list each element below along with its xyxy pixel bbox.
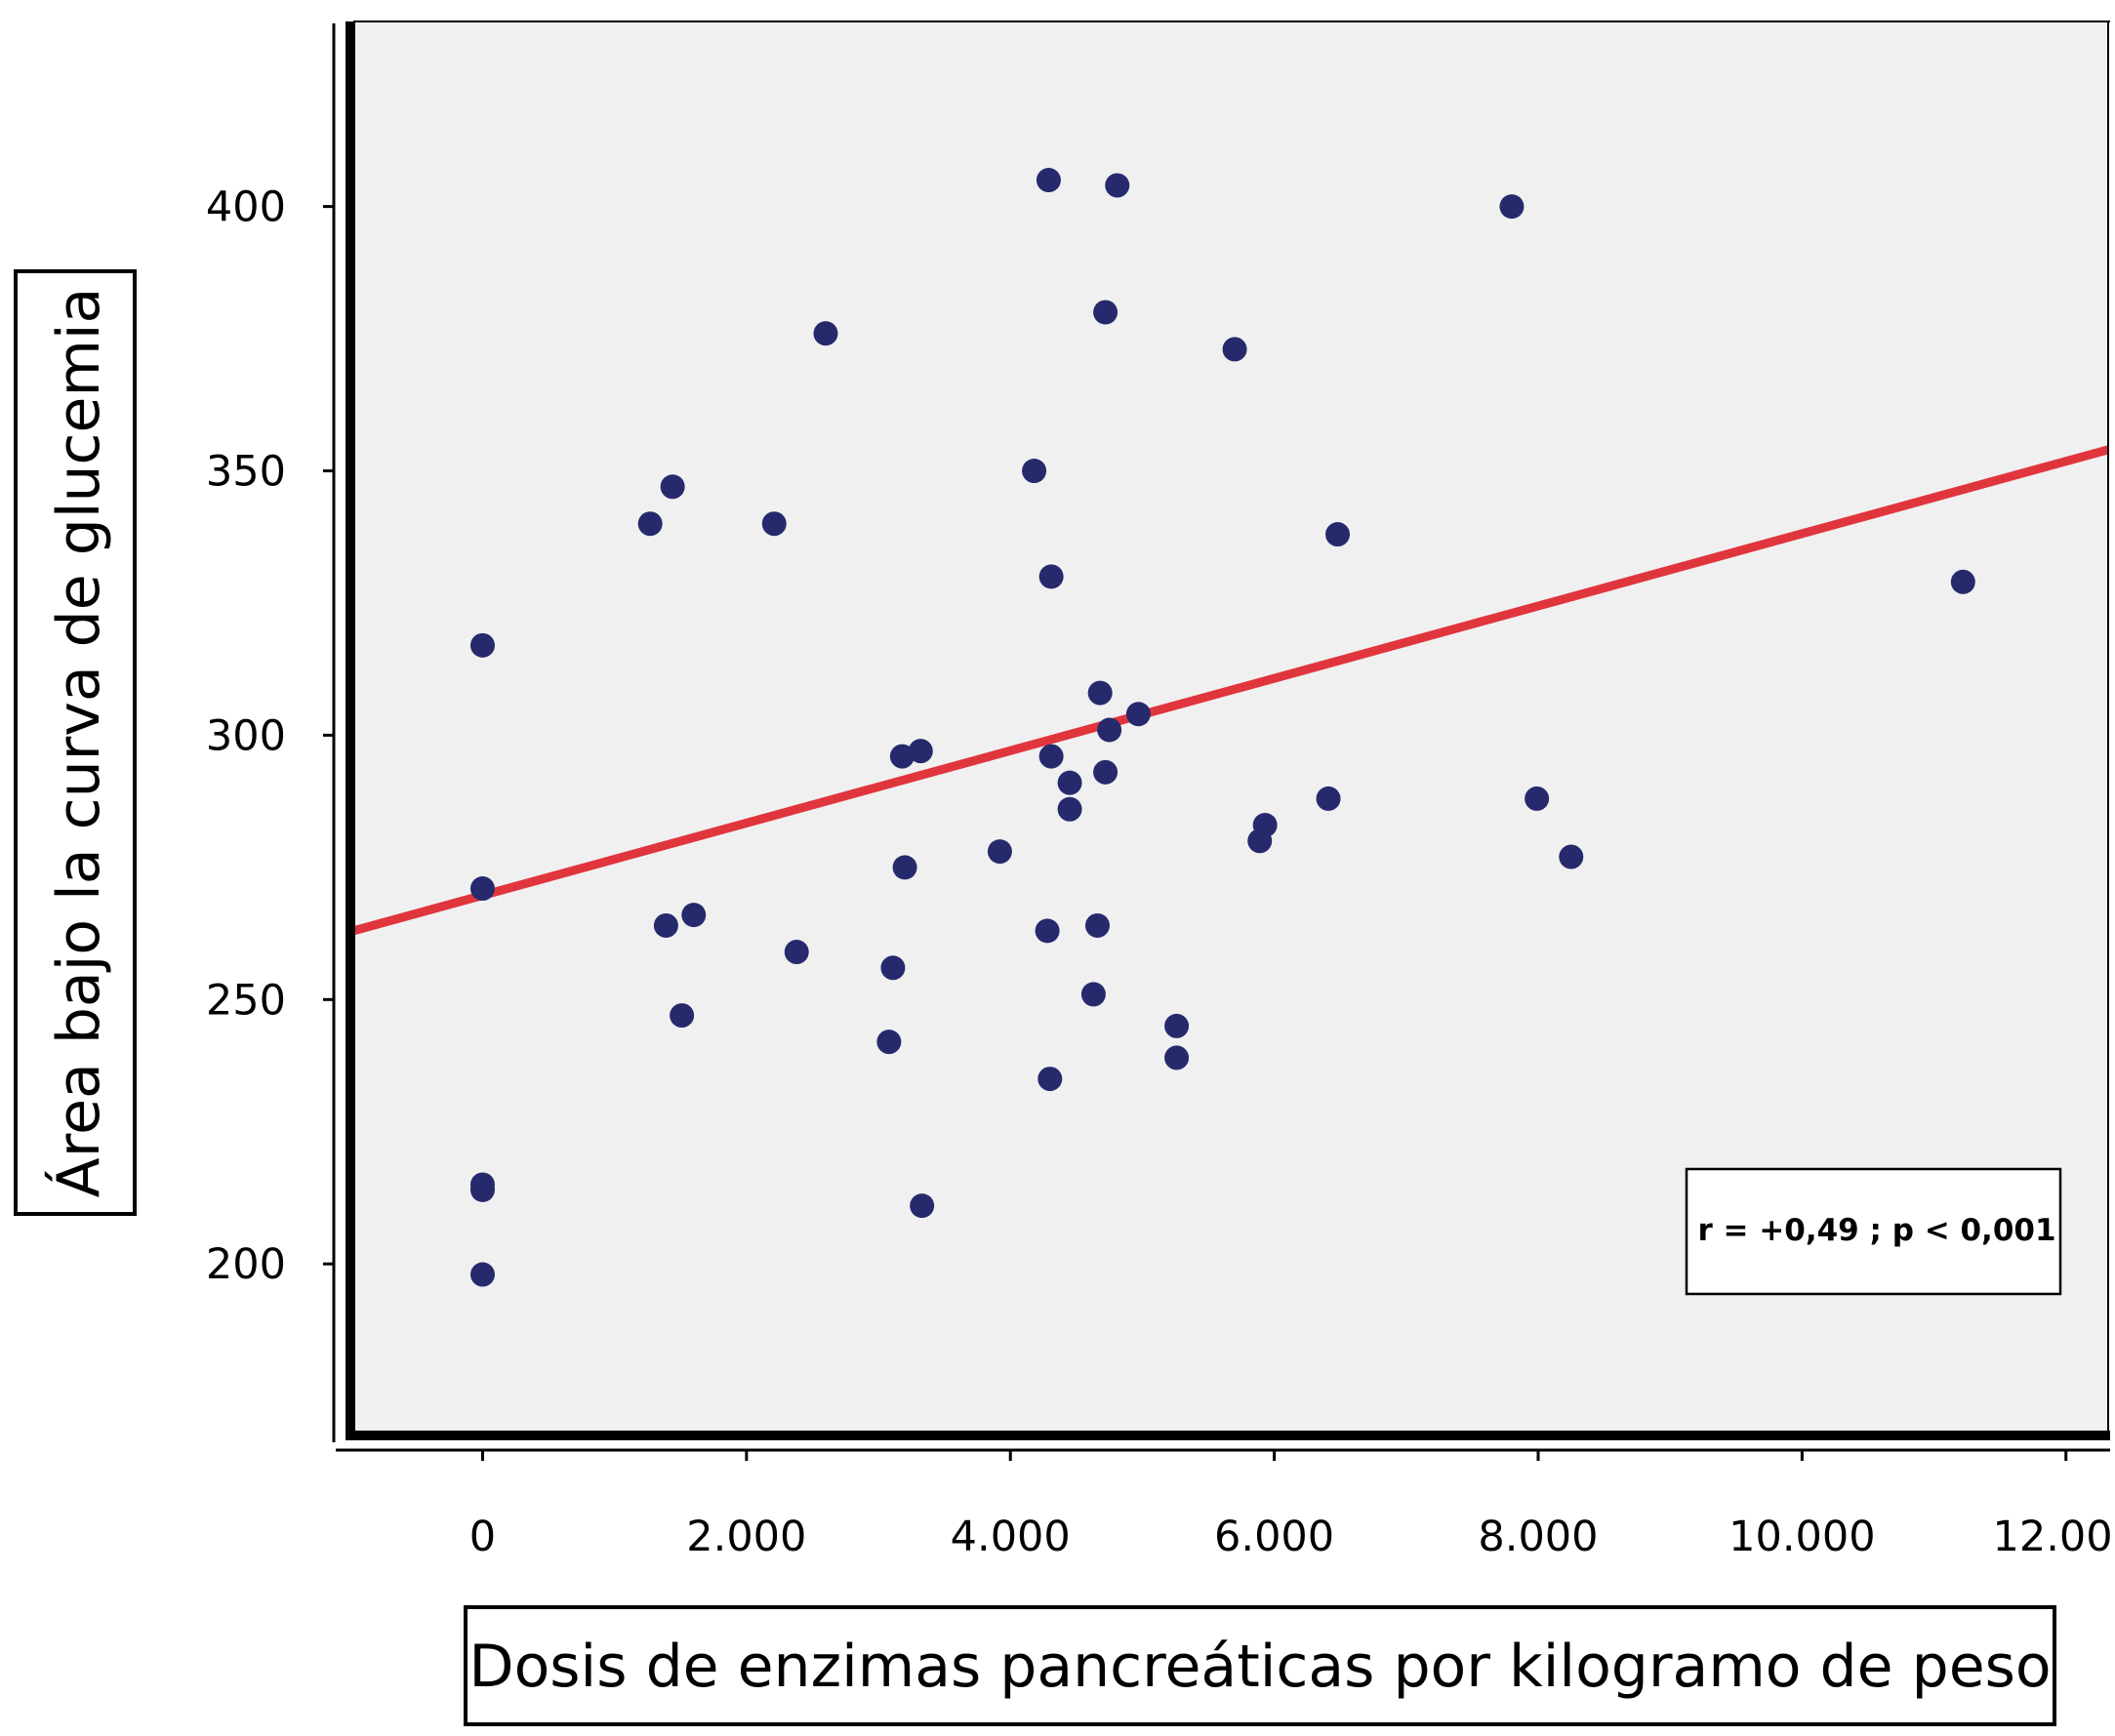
- data-point: [761, 511, 787, 537]
- y-axis-title-box: [14, 269, 137, 1216]
- data-point: [469, 876, 495, 902]
- plot-frame-top: [353, 20, 2110, 22]
- data-point: [469, 632, 495, 658]
- data-point: [1038, 564, 1064, 589]
- plot-frame-bottom: [346, 1431, 2110, 1440]
- x-axis: 0 2.000 4.000 6.000 8.000 10.000 12.000: [336, 1448, 2115, 1561]
- x-tick-label: 4.000: [951, 1513, 1071, 1561]
- y-tick-label: 350: [206, 448, 286, 497]
- data-point: [1164, 1045, 1190, 1070]
- y-tick-label: 250: [206, 976, 286, 1025]
- data-point: [1093, 300, 1119, 325]
- data-point: [660, 474, 685, 500]
- data-point: [1084, 912, 1110, 938]
- data-point: [1093, 759, 1119, 785]
- data-point: [1057, 796, 1082, 822]
- data-point: [637, 511, 663, 537]
- data-point: [1022, 459, 1047, 484]
- data-point: [784, 940, 809, 965]
- data-point: [1036, 168, 1061, 193]
- data-point: [1222, 337, 1247, 362]
- data-point: [876, 1029, 902, 1055]
- plot-frame-right: [2107, 20, 2109, 1440]
- data-point: [1525, 786, 1550, 811]
- data-point: [1087, 680, 1113, 706]
- y-tick-label: 200: [206, 1240, 286, 1289]
- stats-annotation: r = +0,49 ; p < 0,001: [1697, 1213, 2055, 1248]
- x-tick-label: 0: [469, 1513, 496, 1561]
- y-tick-label: 300: [206, 711, 286, 760]
- x-tick-label: 8.000: [1478, 1513, 1598, 1561]
- data-point: [1316, 786, 1341, 811]
- regression-layer: [351, 445, 2110, 936]
- x-tick-label: 2.000: [686, 1513, 806, 1561]
- plot-frame-left: [346, 21, 355, 1440]
- data-point: [681, 903, 707, 928]
- data-point: [1125, 702, 1151, 727]
- data-point: [880, 955, 906, 981]
- data-point: [813, 321, 838, 346]
- data-point: [889, 744, 915, 769]
- data-point: [1037, 1067, 1063, 1092]
- data-point: [1499, 194, 1525, 220]
- data-point: [908, 739, 933, 764]
- data-point: [892, 855, 917, 880]
- data-point: [1105, 173, 1130, 198]
- x-tick-label: 6.000: [1214, 1513, 1334, 1561]
- x-axis-title: Dosis de enzimas pancreáticas por kilogr…: [468, 1633, 2051, 1701]
- data-point: [1164, 1013, 1190, 1038]
- data-point: [1038, 744, 1064, 769]
- points-layer: [469, 168, 1975, 1287]
- data-point: [1097, 717, 1122, 743]
- data-point: [469, 1262, 495, 1287]
- data-point: [653, 912, 678, 938]
- y-tick-label: 400: [206, 183, 286, 232]
- stats-annotation-box: [1685, 1167, 2062, 1296]
- y-axis-title: Área bajo la curva de glucemia: [44, 288, 113, 1198]
- data-point: [1035, 918, 1060, 944]
- data-point: [1057, 770, 1082, 795]
- data-point: [1950, 569, 1975, 594]
- x-axis-title-box: [464, 1605, 2056, 1726]
- y-axis: 200 250 300 350 400: [206, 23, 336, 1442]
- data-point: [910, 1193, 935, 1219]
- x-tick-label: 10.000: [1729, 1513, 1875, 1561]
- data-point: [987, 839, 1012, 865]
- data-point: [469, 1177, 495, 1202]
- data-point: [1325, 522, 1351, 547]
- regression-line: [351, 445, 2110, 936]
- data-point: [670, 1003, 695, 1029]
- data-point: [1559, 844, 1584, 869]
- x-tick-label: 12.000: [1993, 1513, 2115, 1561]
- data-point: [1080, 982, 1106, 1007]
- data-point: [1247, 828, 1273, 854]
